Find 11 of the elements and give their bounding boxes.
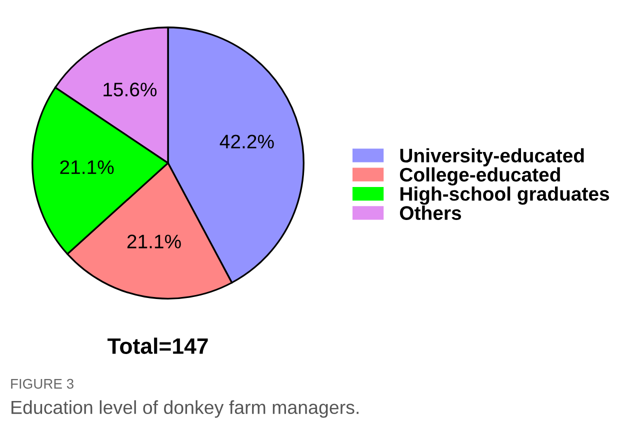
legend-label: University-educated [400,148,584,166]
text: Education level of donkey farm managers. [12,400,358,418]
data-label: 42.2% [220,134,274,148]
text: Total=147 [108,338,208,354]
legend-label: Others [400,206,462,220]
legend-label: High-school graduates [400,186,610,205]
caption: FIGURE 3 [11,378,74,389]
data-label: 15.6% [104,82,157,96]
data-label: 21.1% [127,234,181,248]
data-label: 21.1% [60,160,114,174]
legend-label: College-educated [400,167,560,186]
